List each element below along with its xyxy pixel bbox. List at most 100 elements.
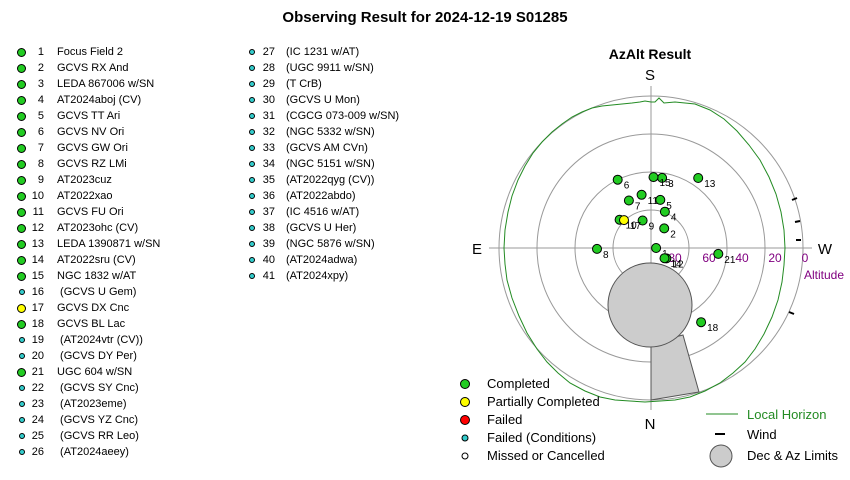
target-point-9 [637, 215, 648, 226]
target-name: (NGC 5876 w/SN) [286, 238, 375, 250]
target-list-left: 1 Focus Field 2 2 GCVS RX And 3 LEDA 867006 w… [17, 44, 160, 460]
legend-wind-label: Wind [747, 427, 777, 442]
status-dot-completed [17, 47, 26, 57]
target-point-6 [612, 174, 623, 185]
target-points: 123456789101112131415171821 [592, 172, 736, 334]
target-point-label: 4 [671, 213, 677, 224]
target-point-7 [623, 195, 634, 206]
target-point-label: 18 [707, 323, 719, 334]
target-name: AT2024aboj (CV) [57, 94, 142, 106]
status-dot-failed-conditions [248, 145, 255, 151]
target-row-12: 12 AT2023ohc (CV) [17, 220, 160, 236]
status-dot-completed [17, 127, 26, 137]
target-number: 10 [31, 190, 44, 202]
target-row-1: 1 Focus Field 2 [17, 44, 160, 60]
target-point-label: 2 [670, 229, 676, 240]
target-point-17 [619, 215, 629, 226]
altitude-tick-40: 40 [735, 251, 749, 265]
target-row-9: 9 AT2023cuz [17, 172, 160, 188]
target-number: 32 [262, 126, 275, 138]
target-row-29: 29 (T CrB) [247, 76, 399, 92]
target-number: 20 [31, 350, 44, 362]
target-row-38: 38 (GCVS U Her) [247, 220, 399, 236]
status-dot-failed-conditions [18, 337, 25, 343]
target-point-5 [655, 194, 666, 205]
target-point-label: 14 [671, 259, 683, 270]
north-label: N [645, 416, 656, 433]
target-number: 39 [262, 238, 275, 250]
status-dot-failed-conditions [248, 97, 255, 103]
target-row-8: 8 GCVS RZ LMi [17, 156, 160, 172]
target-name: GCVS BL Lac [57, 318, 126, 330]
target-number: 38 [262, 222, 275, 234]
target-number: 26 [31, 446, 44, 458]
target-row-5: 5 GCVS TT Ari [17, 108, 160, 124]
target-name: GCVS NV Ori [57, 126, 125, 138]
legend-horizon-label: Local Horizon [747, 407, 827, 422]
target-row-36: 36 (AT2022abdo) [247, 188, 399, 204]
target-row-26: 26 (AT2024aeey) [17, 444, 160, 460]
target-name: Focus Field 2 [57, 46, 124, 58]
target-point-label: 9 [649, 222, 655, 233]
target-number: 30 [262, 94, 275, 106]
target-number: 4 [37, 94, 44, 106]
target-row-22: 22 (GCVS SY Cnc) [17, 380, 160, 396]
target-name: (T CrB) [286, 78, 322, 90]
target-row-7: 7 GCVS GW Ori [17, 140, 160, 156]
status-dot-failed-conditions [248, 65, 255, 71]
target-row-19: 19 (AT2024vtr (CV)) [17, 332, 160, 348]
legend-partial-label: Partially Completed [487, 394, 600, 409]
wind-tick [791, 197, 798, 201]
target-point-15 [648, 172, 659, 183]
target-number: 24 [31, 414, 44, 426]
wind-tick [794, 220, 801, 223]
target-point-13 [693, 173, 704, 183]
target-number: 6 [37, 126, 44, 138]
status-dot-failed-conditions [248, 193, 255, 199]
status-dot-completed [17, 191, 26, 201]
status-dot-failed-conditions [248, 273, 255, 279]
wind-markers [788, 197, 801, 315]
status-dot-completed [17, 175, 26, 185]
status-dot-failed-conditions [248, 241, 255, 247]
target-name: GCVS TT Ari [57, 110, 121, 122]
target-point-label: 12 [672, 259, 684, 270]
target-number: 11 [32, 206, 44, 218]
target-row-35: 35 (AT2022qyg (CV)) [247, 172, 399, 188]
target-number: 23 [31, 398, 44, 410]
target-point-label: 10 [626, 221, 638, 232]
legend-failed-conditions-label: Failed (Conditions) [487, 430, 596, 445]
target-point-8 [592, 243, 602, 254]
target-number: 13 [31, 238, 44, 250]
legend-failed-dot [460, 415, 470, 425]
target-number: 35 [262, 174, 275, 186]
target-name: (GCVS U Her) [286, 222, 357, 234]
legend-missed-label: Missed or Cancelled [487, 448, 605, 463]
status-dot-completed [17, 79, 26, 89]
west-label: W [818, 241, 833, 258]
target-row-27: 27 (IC 1231 w/AT) [247, 44, 399, 60]
status-dot-failed-conditions [18, 449, 25, 455]
target-point-label: 6 [624, 181, 630, 192]
target-point-label: 13 [704, 179, 716, 190]
target-number: 16 [31, 286, 44, 298]
target-point-label: 7 [635, 202, 641, 213]
status-dot-completed [17, 367, 26, 377]
target-number: 15 [31, 270, 44, 282]
legend-completed-label: Completed [487, 376, 550, 391]
target-name: AT2023cuz [57, 174, 112, 186]
legend-limits-circle [709, 444, 733, 468]
page-title: Observing Result for 2024-12-19 S01285 [282, 9, 568, 26]
target-name: (GCVS U Gem) [57, 286, 137, 298]
target-number: 12 [31, 222, 44, 234]
target-row-15: 15 NGC 1832 w/AT [17, 268, 160, 284]
status-dot-completed [17, 271, 26, 281]
plot-legend: Completed Partially Completed Failed Fai… [460, 376, 839, 468]
target-list-right: 27 (IC 1231 w/AT) 28 (UGC 9911 w/SN) 29 (T Cr… [247, 44, 399, 284]
target-point-label: 5 [666, 201, 672, 212]
plot-title: AzAlt Result [609, 46, 692, 62]
target-name: UGC 604 w/SN [57, 366, 133, 378]
target-point-11 [636, 189, 647, 200]
target-name: (GCVS RR Leo) [57, 430, 139, 442]
legend-completed-dot [460, 379, 470, 389]
